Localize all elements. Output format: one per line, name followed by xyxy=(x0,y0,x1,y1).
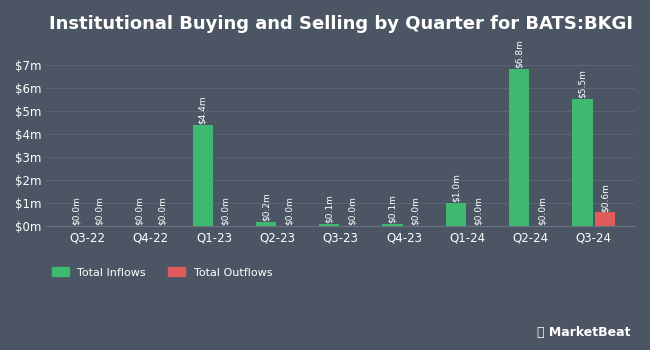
Text: $1.0m: $1.0m xyxy=(451,173,460,202)
Bar xyxy=(192,125,213,226)
Bar xyxy=(382,224,403,226)
Legend: Total Inflows, Total Outflows: Total Inflows, Total Outflows xyxy=(52,267,272,278)
Bar xyxy=(595,212,616,226)
Text: $0.0m: $0.0m xyxy=(158,196,166,225)
Text: $0.1m: $0.1m xyxy=(325,194,334,223)
Text: $0.0m: $0.0m xyxy=(94,196,103,225)
Text: $0.2m: $0.2m xyxy=(261,192,270,221)
Bar xyxy=(319,224,339,226)
Text: $0.6m: $0.6m xyxy=(601,183,610,211)
Text: $0.0m: $0.0m xyxy=(411,196,420,225)
Text: $0.0m: $0.0m xyxy=(72,196,81,225)
Text: $4.4m: $4.4m xyxy=(198,95,207,124)
Bar xyxy=(256,222,276,226)
Text: $6.8m: $6.8m xyxy=(515,40,524,68)
Text: $0.0m: $0.0m xyxy=(221,196,230,225)
Bar xyxy=(573,99,593,226)
Bar xyxy=(509,69,529,226)
Title: Institutional Buying and Selling by Quarter for BATS:BKGI: Institutional Buying and Selling by Quar… xyxy=(49,15,632,33)
Text: $0.1m: $0.1m xyxy=(388,194,397,223)
Text: $5.5m: $5.5m xyxy=(578,69,587,98)
Text: $0.0m: $0.0m xyxy=(284,196,293,225)
Text: $0.0m: $0.0m xyxy=(348,196,357,225)
Text: $0.0m: $0.0m xyxy=(474,196,483,225)
Text: $0.0m: $0.0m xyxy=(538,196,547,225)
Bar xyxy=(446,203,466,226)
Text: $0.0m: $0.0m xyxy=(135,196,144,225)
Text: ⍖ MarketBeat: ⍖ MarketBeat xyxy=(537,327,630,340)
